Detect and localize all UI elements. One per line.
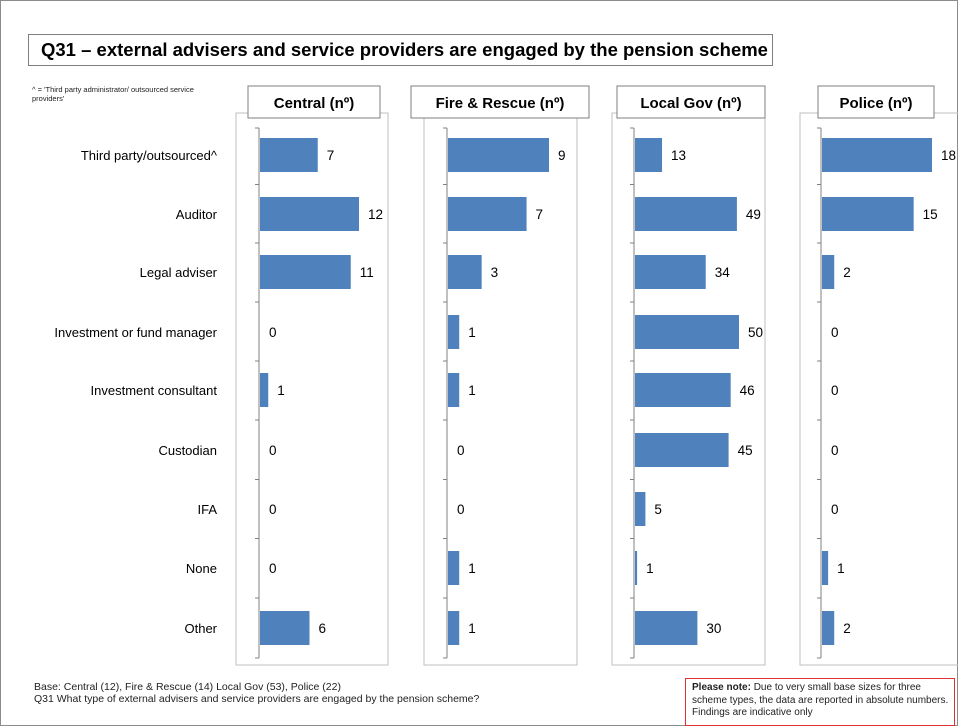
panel-header-box [410, 85, 590, 119]
base-note: Base: Central (12), Fire & Rescue (14) L… [34, 681, 479, 705]
data-label: 1 [468, 383, 476, 398]
category-label: Other [184, 621, 217, 636]
data-label: 34 [715, 265, 731, 280]
data-label: 7 [327, 148, 335, 163]
bar [635, 551, 638, 585]
data-label: 50 [748, 325, 763, 340]
data-label: 2 [843, 265, 851, 280]
chart-title: Q31 – external advisers and service prov… [28, 34, 773, 66]
category-label: Custodian [158, 443, 217, 458]
bar [635, 315, 739, 349]
data-label: 6 [319, 621, 327, 636]
bar [822, 197, 914, 231]
data-label: 13 [671, 148, 686, 163]
bar [822, 551, 829, 585]
bar [822, 611, 835, 645]
data-label: 0 [831, 502, 839, 517]
data-label: 15 [923, 207, 938, 222]
data-label: 49 [746, 207, 761, 222]
panel-header: Police (nº) [840, 95, 913, 112]
bar [448, 255, 482, 289]
bar [635, 197, 737, 231]
panel-header-box [616, 85, 766, 119]
bar [822, 255, 835, 289]
data-label: 0 [457, 502, 465, 517]
bar [635, 138, 663, 172]
footnote: ^ = 'Third party administrator/ outsourc… [32, 85, 194, 103]
category-label: None [186, 561, 217, 576]
panel-header: Local Gov (nº) [640, 95, 741, 112]
data-label: 3 [491, 265, 499, 280]
bar [260, 611, 310, 645]
data-label: 45 [738, 443, 753, 458]
category-label: Legal adviser [140, 265, 218, 280]
data-label: 7 [536, 207, 544, 222]
data-label: 30 [706, 621, 721, 636]
data-label: 2 [843, 621, 851, 636]
bar [448, 197, 527, 231]
bar [448, 551, 460, 585]
data-label: 11 [360, 265, 374, 280]
bar [260, 373, 269, 407]
please-note-label: Please note: [692, 682, 751, 693]
data-label: 0 [831, 383, 839, 398]
please-note-text: Due to very small base sizes for three s… [692, 682, 949, 718]
bar [260, 197, 359, 231]
data-label: 1 [837, 561, 845, 576]
data-label: 1 [646, 561, 654, 576]
category-label: IFA [197, 502, 217, 517]
bar [448, 138, 549, 172]
bar [635, 255, 706, 289]
panel-header-box [817, 85, 935, 119]
data-label: 0 [269, 502, 277, 517]
bar [635, 492, 646, 526]
data-label: 0 [269, 443, 277, 458]
bar [260, 138, 318, 172]
data-label: 0 [457, 443, 465, 458]
data-label: 46 [740, 383, 755, 398]
base-text: Base: Central (12), Fire & Rescue (14) L… [34, 681, 341, 693]
category-label: Investment consultant [91, 383, 218, 398]
category-label: Auditor [176, 207, 218, 222]
category-label: Third party/outsourced^ [81, 148, 218, 163]
bar [635, 373, 731, 407]
bar [260, 255, 351, 289]
data-label: 18 [941, 148, 956, 163]
panel-header: Central (nº) [274, 95, 354, 112]
bar [635, 433, 729, 467]
bar [822, 138, 932, 172]
bar [448, 373, 460, 407]
data-label: 1 [277, 383, 285, 398]
bar [448, 611, 460, 645]
data-label: 1 [468, 621, 476, 636]
data-label: 9 [558, 148, 566, 163]
data-label: 0 [831, 325, 839, 340]
panel-header-box [247, 85, 381, 119]
bar [448, 315, 460, 349]
data-label: 1 [468, 325, 476, 340]
data-label: 5 [654, 502, 662, 517]
bar [635, 611, 698, 645]
category-label: Investment or fund manager [54, 325, 217, 340]
please-note-box: Please note: Due to very small base size… [685, 678, 955, 726]
panel-header: Fire & Rescue (nº) [436, 95, 565, 112]
data-label: 12 [368, 207, 383, 222]
question-text: Q31 What type of external advisers and s… [34, 693, 480, 705]
data-label: 0 [269, 325, 277, 340]
data-label: 0 [269, 561, 277, 576]
data-label: 1 [468, 561, 476, 576]
data-label: 0 [831, 443, 839, 458]
